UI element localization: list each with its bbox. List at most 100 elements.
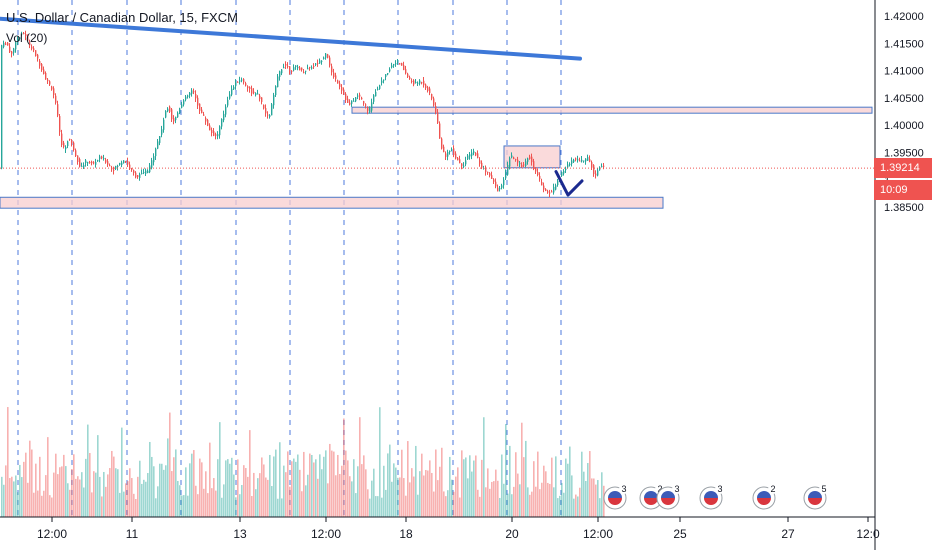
- time-axis-labels[interactable]: 12:00 11 13 12:00 18 20 12:00 25 27 12:0: [37, 517, 880, 541]
- event-count-bg-4: [768, 484, 778, 494]
- candle-body-47: [95, 162, 97, 165]
- volume-bar-35: [71, 469, 73, 517]
- volume-bar-285: [571, 475, 573, 517]
- candle-body-117: [235, 81, 237, 87]
- candle-body-235: [471, 152, 473, 156]
- arrow-drawing: [554, 170, 584, 197]
- candle-body-84: [169, 106, 171, 112]
- volume-bar-295: [591, 478, 593, 517]
- plot-background: [0, 0, 875, 550]
- volume-indicator-label[interactable]: Vol (20): [6, 31, 48, 45]
- volume-bar-38: [77, 476, 79, 517]
- event-flag-icon-2[interactable]: 3: [656, 484, 682, 510]
- candle-body-246: [493, 179, 495, 182]
- volume-bar-17: [35, 463, 37, 517]
- candle-body-186: [373, 95, 375, 102]
- candle-body-39: [79, 159, 81, 167]
- candle-body-197: [395, 63, 397, 65]
- candle-body-42: [85, 160, 87, 163]
- candle-body-12: [25, 34, 27, 37]
- volume-bar-231: [463, 459, 465, 517]
- candle-body-24: [49, 81, 51, 85]
- volume-bar-161: [323, 456, 325, 517]
- volume-bar-294: [589, 451, 591, 517]
- candle-body-97: [195, 94, 197, 99]
- candle-body-79: [159, 136, 161, 143]
- volume-bar-137: [275, 449, 277, 517]
- candle-body-44: [89, 162, 91, 164]
- candle-body-9: [19, 37, 21, 40]
- volume-bar-91: [183, 495, 185, 517]
- volume-bar-71: [143, 479, 145, 517]
- price-axis-labels[interactable]: 1.38500 1.39500 1.40000 1.40500 1.41000 1.415…: [884, 11, 924, 214]
- candle-body-141: [283, 67, 285, 69]
- volume-bar-192: [385, 489, 387, 517]
- candle-body-168: [337, 80, 339, 84]
- candle-body-115: [231, 88, 233, 95]
- candle-body-143: [287, 65, 289, 68]
- event-flag-icon-5[interactable]: 5: [803, 484, 829, 510]
- volume-bar-52: [105, 486, 107, 517]
- volume-bar-282: [565, 458, 567, 517]
- volume-bar-251: [503, 483, 505, 517]
- candle-body-71: [143, 172, 145, 174]
- event-flag-icon-4[interactable]: 2: [752, 484, 778, 510]
- event-flag-icon-0[interactable]: 3: [603, 484, 629, 510]
- volume-bar-255: [511, 494, 513, 517]
- candle-body-196: [393, 64, 395, 66]
- volume-bar-80: [161, 463, 163, 517]
- candle-body-70: [141, 172, 143, 174]
- candle-body-32: [65, 147, 67, 150]
- candle-body-130: [261, 97, 263, 102]
- volume-bar-55: [111, 450, 113, 517]
- candle-body-156: [313, 66, 315, 68]
- candle-body-122: [245, 83, 247, 86]
- event-flag-icon-1[interactable]: 2: [639, 484, 665, 510]
- event-flag-bottom-5: [808, 498, 822, 505]
- volume-bar-29: [59, 467, 61, 517]
- volume-bar-247: [495, 469, 497, 517]
- candle-body-107: [215, 134, 217, 136]
- candle-body-224: [449, 150, 451, 153]
- candle-body-31: [63, 142, 65, 147]
- candle-body-278: [557, 180, 559, 186]
- drawings[interactable]: [0, 16, 584, 197]
- volume-bar-223: [447, 490, 449, 517]
- price-tick-0: 1.38500: [884, 202, 924, 214]
- volume-bar-47: [95, 472, 97, 517]
- event-flag-icon-3[interactable]: 3: [699, 484, 725, 510]
- candle-body-23: [47, 79, 49, 82]
- candle-body-133: [267, 114, 269, 116]
- volume-bar-299: [599, 498, 601, 517]
- volume-bar-190: [381, 497, 383, 517]
- time-tick-6: 12:00: [583, 527, 613, 541]
- volume-bar-180: [361, 464, 363, 517]
- economic-events[interactable]: 3 2 3 3 2 5: [603, 484, 829, 510]
- volume-bar-40: [81, 472, 83, 517]
- volume-bar-62: [125, 483, 127, 517]
- candle-body-250: [501, 185, 503, 188]
- volume-bar-159: [319, 454, 321, 517]
- volume-bar-23: [47, 437, 49, 517]
- candle-body-140: [281, 69, 283, 74]
- candle-body-48: [97, 160, 99, 162]
- volume-bar-5: [11, 476, 13, 517]
- event-count-1: 2: [657, 484, 662, 494]
- candle-body-244: [489, 173, 491, 176]
- candle-body-64: [129, 164, 131, 169]
- candle-body-104: [209, 125, 211, 131]
- candle-body-158: [317, 63, 319, 65]
- candle-body-169: [339, 83, 341, 87]
- volume-bar-88: [177, 480, 179, 517]
- volume-bar-101: [203, 488, 205, 517]
- candle-body-255: [511, 155, 513, 158]
- candle-body-178: [357, 95, 359, 97]
- candle-body-28: [57, 104, 59, 116]
- volume-bar-173: [347, 460, 349, 517]
- volume-bar-214: [429, 460, 431, 517]
- volume-bar-240: [481, 459, 483, 517]
- candle-body-247: [495, 181, 497, 187]
- volume-bar-123: [247, 476, 249, 517]
